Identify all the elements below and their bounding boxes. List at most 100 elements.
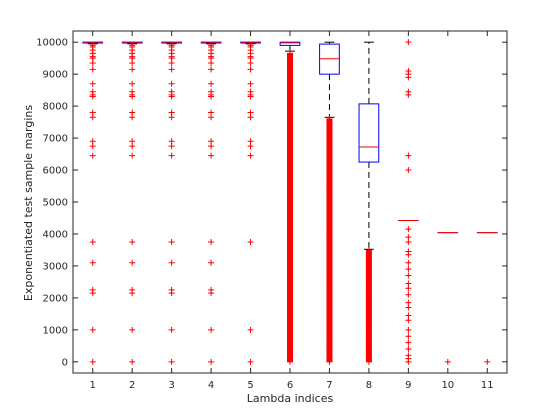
outlier-marker (208, 80, 215, 87)
outlier-marker (208, 143, 215, 150)
outlier-marker (287, 154, 293, 161)
outlier-marker (326, 183, 333, 190)
outlier-marker (247, 93, 254, 100)
plot-area: 0 1000 2000 3000 4000 5000 6000 7000 8000 9000 100… (36, 30, 508, 391)
outlier-marker (208, 259, 215, 266)
outlier-marker (287, 192, 293, 199)
outlier-marker (326, 154, 333, 161)
outlier-marker (287, 67, 293, 74)
outlier-marker (89, 152, 96, 159)
outlier-marker (247, 143, 254, 150)
outlier-marker (208, 326, 215, 333)
outlier-marker (129, 358, 136, 365)
outlier-marker (444, 358, 451, 365)
outlier-marker (365, 342, 372, 349)
outlier-marker (168, 59, 175, 66)
outlier-marker (208, 114, 215, 121)
outlier-marker (365, 352, 372, 359)
outlier-marker (168, 93, 175, 100)
outlier-marker (129, 66, 136, 73)
outlier-marker (326, 221, 333, 228)
outlier-marker (129, 80, 136, 87)
outlier-marker (208, 238, 215, 245)
outlier-marker (168, 80, 175, 87)
outlier-marker (365, 358, 372, 365)
outlier-marker (287, 346, 293, 353)
outlier-marker (89, 259, 96, 266)
outlier-marker (287, 173, 293, 180)
outlier-marker (326, 278, 333, 285)
outlier-marker (129, 290, 136, 297)
outlier-marker (168, 114, 175, 121)
outlier-marker (129, 238, 136, 245)
outlier-marker (405, 167, 412, 174)
outlier-marker (405, 326, 412, 333)
outlier-marker (129, 59, 136, 66)
y-tick-label: 4000 (43, 229, 68, 240)
outlier-marker (208, 93, 215, 100)
x-tick-label: 2 (129, 380, 135, 391)
outlier-marker (208, 66, 215, 73)
outlier-marker (405, 291, 412, 298)
outlier-marker (89, 326, 96, 333)
outlier-marker (168, 143, 175, 150)
outlier-marker (405, 272, 412, 279)
outlier-marker (326, 192, 333, 199)
outlier-marker (89, 114, 96, 121)
x-tick-label: 5 (247, 380, 253, 391)
y-tick-label: 8000 (43, 102, 68, 113)
outlier-marker (89, 59, 96, 66)
x-tick-label: 3 (168, 380, 174, 391)
x-tick-label: 4 (208, 380, 214, 391)
outlier-marker (365, 246, 372, 253)
outlier-marker (405, 285, 412, 292)
outlier-marker (247, 358, 254, 365)
outlier-marker (365, 294, 372, 301)
outlier-marker (405, 266, 412, 273)
y-tick-label: 7000 (43, 134, 68, 145)
y-tick-label: 3000 (43, 261, 68, 272)
outlier-marker (326, 240, 333, 247)
outlier-marker (326, 135, 333, 142)
outlier-marker (287, 317, 293, 324)
outlier-marker (287, 307, 293, 314)
outlier-marker (287, 250, 293, 257)
outlier-marker (247, 80, 254, 87)
outlier-marker (405, 74, 412, 81)
outlier-marker (287, 163, 293, 170)
outlier-marker (168, 238, 175, 245)
outlier-marker (326, 298, 333, 305)
y-tick-label: 6000 (43, 166, 68, 177)
outlier-marker (247, 326, 254, 333)
outlier-marker (129, 259, 136, 266)
outlier-marker (287, 50, 293, 57)
x-tick-label: 11 (481, 380, 494, 391)
outlier-marker (89, 290, 96, 297)
outlier-marker (247, 114, 254, 121)
outlier-marker (89, 66, 96, 73)
outlier-marker (287, 326, 293, 333)
outlier-marker (326, 125, 333, 132)
outlier-marker (405, 304, 412, 311)
outlier-marker (89, 80, 96, 87)
outlier-marker (405, 226, 412, 233)
outlier-marker (287, 211, 293, 218)
box-iqr (358, 103, 380, 163)
outlier-marker (365, 266, 372, 273)
outlier-marker (405, 152, 412, 159)
outlier-marker (89, 93, 96, 100)
y-tick-label: 10000 (36, 38, 68, 49)
outlier-marker (247, 59, 254, 66)
outlier-marker (365, 333, 372, 340)
outlier-marker (168, 326, 175, 333)
outlier-marker (89, 238, 96, 245)
x-tick-label: 1 (90, 380, 96, 391)
y-tick-label: 5000 (43, 198, 68, 209)
x-axis-label: Lambda indices (247, 392, 334, 405)
outlier-marker (168, 259, 175, 266)
outlier-marker (365, 314, 372, 321)
outlier-marker (287, 115, 293, 122)
outlier-marker (365, 256, 372, 263)
